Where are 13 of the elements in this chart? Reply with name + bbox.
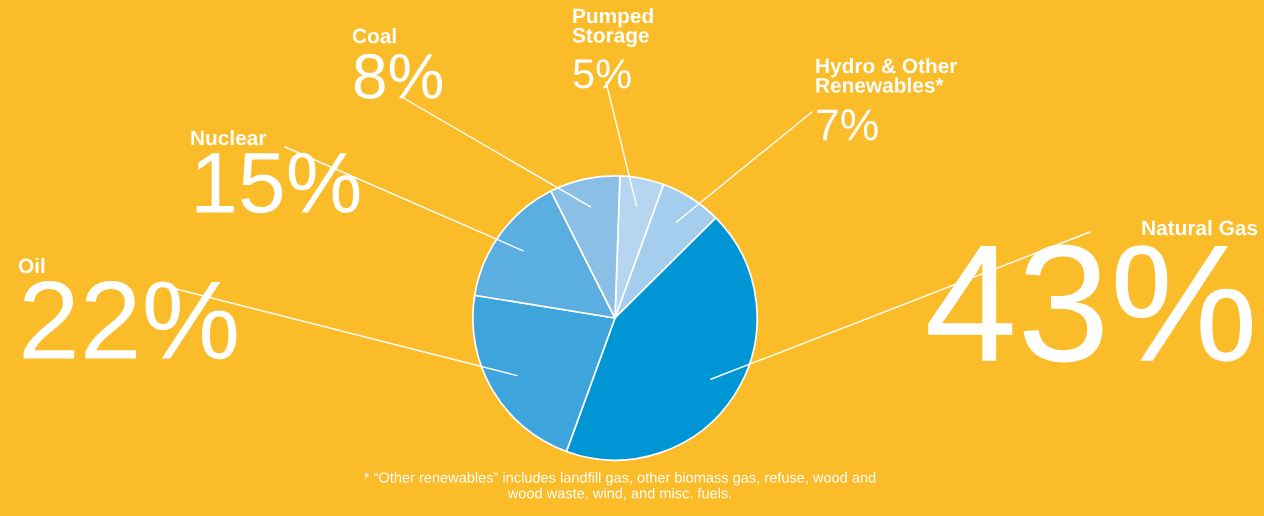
data-label: 7% <box>817 109 878 141</box>
data-label: 22% <box>23 280 237 360</box>
data-label: 43% <box>928 244 1253 363</box>
data-label: 8% <box>354 53 443 99</box>
slice-label: Oil <box>18 258 45 274</box>
slice-label: Coal <box>352 28 396 44</box>
slice-label: Natural Gas <box>1142 220 1258 236</box>
slice-label: Hydro & Other Renewables* <box>816 58 958 93</box>
data-label: 15% <box>196 152 360 214</box>
slice-label: Nuclear <box>191 130 267 146</box>
text: * “Other renewables” includes landfill gas, other biomass gas, refuse, wood and wood waste, wind, and misc. fuels. <box>364 472 876 501</box>
data-label: 5% <box>573 59 631 89</box>
slice-label: Pumped Storage <box>572 8 653 47</box>
